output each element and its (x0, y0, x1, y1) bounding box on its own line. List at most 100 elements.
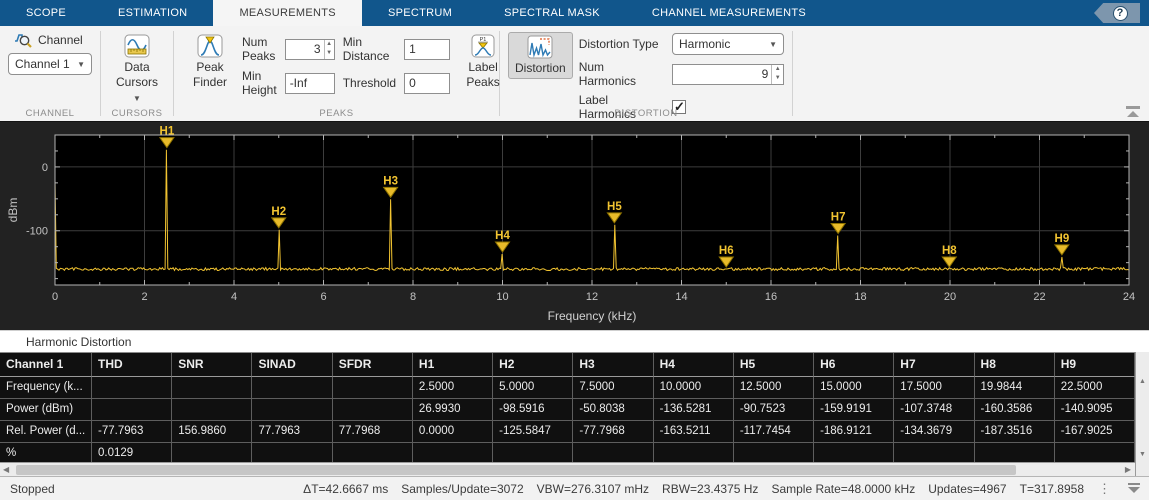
tab-estimation[interactable]: ESTIMATION (118, 7, 188, 19)
table-cell[interactable]: -160.3586 (974, 399, 1055, 421)
harmonic-marker-H4[interactable] (494, 241, 511, 253)
table-horizontal-scrollbar[interactable]: ◀ ▶ (0, 462, 1135, 476)
harmonic-marker-H8[interactable] (941, 256, 958, 268)
distortion-toggle-button[interactable]: Distortion (508, 32, 573, 79)
table-cell[interactable]: 10.0000 (653, 377, 734, 399)
harmonic-marker-H5[interactable] (606, 212, 623, 224)
table-cell[interactable] (573, 443, 654, 462)
tab-measurements[interactable]: MEASUREMENTS (213, 0, 362, 26)
num-peaks-stepper[interactable]: ▲▼ (284, 38, 335, 60)
table-cell[interactable] (252, 399, 333, 421)
label-peaks-button[interactable]: P1 Label Peaks (458, 32, 508, 92)
harmonic-marker-H6[interactable] (718, 256, 735, 268)
table-cell[interactable] (172, 443, 253, 462)
channel-button[interactable]: Channel (14, 32, 92, 48)
channel-select[interactable]: Channel 1 ▼ (8, 53, 92, 75)
table-cell[interactable]: 0.0129 (92, 443, 173, 462)
table-cell[interactable]: 77.7968 (332, 421, 413, 443)
table-cell[interactable]: -107.3748 (894, 399, 975, 421)
table-cell[interactable]: -187.3516 (974, 421, 1055, 443)
table-cell[interactable] (653, 443, 734, 462)
tab-channel-measurements[interactable]: CHANNEL MEASUREMENTS (651, 7, 806, 19)
min-height-input[interactable] (284, 72, 335, 94)
table-cell[interactable]: -186.9121 (814, 421, 895, 443)
tab-spectral-mask[interactable]: SPECTRAL MASK (504, 7, 600, 19)
harmonic-marker-H9[interactable] (1053, 244, 1070, 256)
table-cell[interactable]: -167.9025 (1054, 421, 1135, 443)
step-up-icon[interactable]: ▲ (326, 40, 333, 47)
step-up-icon[interactable]: ▲ (774, 65, 781, 72)
min-distance-input[interactable] (404, 38, 451, 60)
table-cell[interactable]: -134.3679 (894, 421, 975, 443)
table-cell[interactable]: 19.9844 (974, 377, 1055, 399)
harmonic-marker-H7[interactable] (830, 222, 847, 235)
table-cell[interactable]: -125.5847 (493, 421, 574, 443)
scroll-up-icon[interactable]: ▲ (1139, 378, 1146, 385)
table-cell[interactable] (894, 443, 975, 462)
scrollbar-thumb[interactable] (16, 464, 1017, 475)
table-cell[interactable] (92, 399, 173, 421)
table-cell[interactable] (493, 443, 574, 462)
data-cursors-button[interactable]: Data Cursors ▼ (109, 32, 165, 107)
dock-statusbar-icon[interactable] (1127, 483, 1141, 494)
table-cell[interactable] (172, 399, 253, 421)
num-peaks-input[interactable] (285, 39, 324, 59)
table-cell[interactable] (92, 377, 173, 399)
table-cell[interactable] (974, 443, 1055, 462)
harmonic-marker-H1[interactable] (158, 137, 175, 149)
table-cell[interactable]: -77.7963 (92, 421, 173, 443)
help-button[interactable]: ? (1094, 3, 1140, 23)
scroll-left-icon[interactable]: ◀ (3, 465, 10, 474)
table-cell[interactable] (332, 399, 413, 421)
peak-finder-button[interactable]: Peak Finder (182, 32, 238, 92)
table-cell[interactable] (332, 443, 413, 462)
more-options-icon[interactable]: ⋮ (1098, 480, 1111, 496)
table-cell[interactable]: 5.0000 (493, 377, 574, 399)
scroll-down-icon[interactable]: ▼ (1139, 451, 1146, 458)
table-cell[interactable]: -50.8038 (573, 399, 654, 421)
harmonic-marker-H3[interactable] (382, 186, 399, 199)
table-cell[interactable] (1054, 443, 1135, 462)
table-cell[interactable] (412, 443, 494, 462)
tab-scope[interactable]: SCOPE (26, 7, 67, 19)
stepper-arrows[interactable]: ▲ ▼ (771, 64, 783, 84)
table-cell[interactable] (252, 443, 333, 462)
scroll-right-icon[interactable]: ▶ (1124, 465, 1131, 474)
table-cell[interactable]: 156.9860 (172, 421, 253, 443)
table-cell[interactable]: 2.5000 (412, 377, 494, 399)
num-harmonics-stepper[interactable]: ▲▼ (672, 63, 784, 85)
table-cell[interactable]: -140.9095 (1054, 399, 1135, 421)
table-cell[interactable]: 22.5000 (1054, 377, 1135, 399)
label-harmonics-checkbox[interactable] (672, 99, 686, 115)
table-cell[interactable]: 15.0000 (814, 377, 895, 399)
table-cell[interactable] (332, 377, 413, 399)
table-cell[interactable]: -136.5281 (653, 399, 734, 421)
table-cell[interactable]: 12.5000 (733, 377, 815, 399)
table-cell[interactable]: -90.7523 (733, 399, 815, 421)
table-cell[interactable] (814, 443, 895, 462)
table-vertical-scrollbar[interactable]: ▲ ▼ (1135, 352, 1149, 476)
table-cell[interactable] (252, 377, 333, 399)
table-cell[interactable]: -117.7454 (733, 421, 815, 443)
step-down-icon[interactable]: ▼ (326, 50, 333, 56)
tab-spectrum[interactable]: SPECTRUM (387, 7, 453, 19)
table-cell[interactable] (733, 443, 815, 462)
table-cell[interactable]: -163.5211 (653, 421, 734, 443)
harmonic-marker-H2[interactable] (270, 217, 287, 229)
table-cell[interactable]: -77.7968 (573, 421, 654, 443)
step-down-icon[interactable]: ▼ (774, 75, 781, 81)
table-cell[interactable]: 7.5000 (573, 377, 654, 399)
stepper-arrows[interactable]: ▲ ▼ (323, 39, 334, 59)
threshold-input[interactable] (404, 72, 451, 94)
harmonic-distortion-table[interactable]: Channel 1 THD SNR SINAD SFDR H1 H2 H3 H4 H5 H6 H7 H8… (0, 352, 1135, 462)
table-cell[interactable]: -98.5916 (493, 399, 574, 421)
distortion-type-select[interactable]: Harmonic ▼ (672, 33, 784, 55)
collapse-toolstrip-button[interactable] (1125, 106, 1141, 117)
table-cell[interactable]: 26.9930 (412, 399, 494, 421)
table-cell[interactable] (172, 377, 253, 399)
num-harmonics-input[interactable] (673, 64, 772, 84)
table-cell[interactable]: 77.7963 (252, 421, 333, 443)
table-cell[interactable]: 0.0000 (412, 421, 494, 443)
table-cell[interactable]: -159.9191 (814, 399, 895, 421)
